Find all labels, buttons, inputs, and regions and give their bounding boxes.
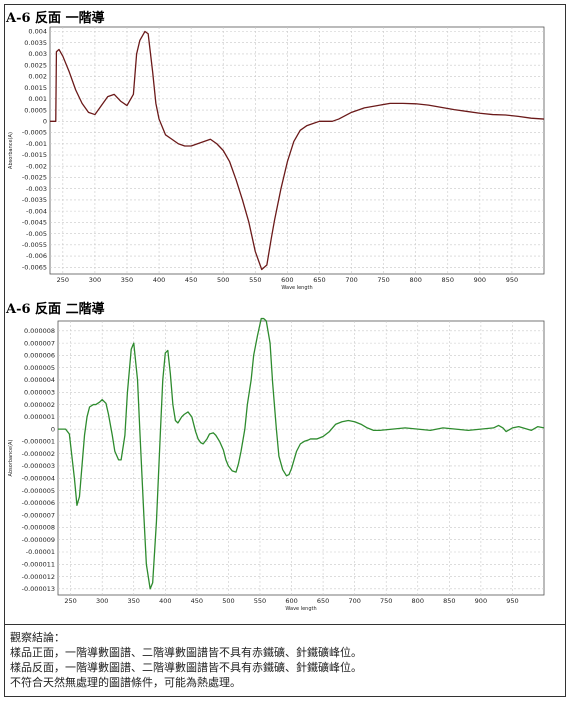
notes-line-back: 樣品反面，一階導數圖譜、二階導數圖譜皆不具有赤鐵礦、針鐵礦峰位。 xyxy=(10,661,362,674)
chart2-y-tick-label: 0.000003 xyxy=(24,388,55,396)
chart1-y-tick-label: 0.004 xyxy=(28,28,47,36)
chart2-y-tick-label: 0.000008 xyxy=(24,327,55,335)
chart2-y-tick-label: -0.00001 xyxy=(26,548,55,556)
chart2-x-tick-label: 600 xyxy=(285,597,297,605)
chart2-y-axis-label: Absorbance(A) xyxy=(8,440,14,477)
chart1-x-tick-label: 400 xyxy=(153,276,165,284)
chart1-y-tick-label: -0.004 xyxy=(26,207,47,215)
observation-notes: 觀察結論： 樣品正面，一階導數圖譜、二階導數圖譜皆不具有赤鐵礦、針鐵礦峰位。 樣… xyxy=(10,630,362,690)
second-derivative-chart: 250 300 350 400 450 500 550 600 650 700 750 800 850 9… xyxy=(8,317,545,612)
chart1-y-tick-label: 0 xyxy=(43,118,47,126)
chart2-x-tick-label: 650 xyxy=(317,597,329,605)
chart1-y-tick-label: 0.002 xyxy=(28,73,47,81)
chart2-y-tick-label: -0.000008 xyxy=(22,524,55,532)
chart1-y-tick-label: -0.0025 xyxy=(22,174,47,182)
chart1-x-tick-label: 450 xyxy=(185,276,197,284)
chart1-y-tick-label: -0.0045 xyxy=(22,219,47,227)
chart1-y-tick-label: 0.0035 xyxy=(24,39,47,47)
chart1-x-tick-label: 850 xyxy=(442,276,454,284)
chart2-y-tick-label: -0.000009 xyxy=(22,536,55,544)
chart2-y-tick-label: 0.000002 xyxy=(24,401,55,409)
chart1-x-tick-label: 650 xyxy=(313,276,325,284)
notes-heading: 觀察結論： xyxy=(10,631,65,644)
chart1-x-tick-label: 800 xyxy=(409,276,421,284)
chart2-y-tick-label: -0.000001 xyxy=(22,438,55,446)
chart1-y-tick-label: -0.0065 xyxy=(22,263,47,271)
chart1-x-tick-label: 550 xyxy=(249,276,261,284)
chart2-y-tick-label: 0.000006 xyxy=(24,352,55,360)
chart1-x-axis-label: Wave length xyxy=(281,285,312,291)
chart1-x-tick-label: 600 xyxy=(281,276,293,284)
chart1-x-tick-label: 500 xyxy=(217,276,229,284)
chart1-x-tick-label: 750 xyxy=(377,276,389,284)
chart2-x-tick-label: 700 xyxy=(348,597,360,605)
chart1-x-tick-label: 950 xyxy=(506,276,518,284)
chart1-y-tick-label: -0.005 xyxy=(26,230,47,238)
chart2-y-tick-label: -0.000006 xyxy=(22,499,55,507)
chart2-y-tick-label: -0.000012 xyxy=(22,573,55,581)
chart1-y-tick-label: -0.0055 xyxy=(22,241,47,249)
chart2-x-tick-label: 250 xyxy=(64,597,76,605)
chart1-y-axis-label: Absorbance(A) xyxy=(8,132,14,169)
chart1-y-tick-label: 0.001 xyxy=(28,95,47,103)
chart2-x-axis-label: Wave length xyxy=(285,606,316,612)
chart1-x-tick-label: 250 xyxy=(57,276,69,284)
chart2-x-tick-label: 450 xyxy=(191,597,203,605)
chart2-x-tick-label: 800 xyxy=(412,597,424,605)
chart1-y-tick-label: -0.002 xyxy=(26,162,47,170)
chart2-y-tick-label: 0.000007 xyxy=(24,339,55,347)
chart1-y-tick-label: -0.006 xyxy=(26,252,47,260)
chart2-x-tick-label: 750 xyxy=(380,597,392,605)
chart2-y-tick-label: -0.000002 xyxy=(22,450,55,458)
chart2-series-line xyxy=(58,317,545,590)
chart2-y-tick-label: 0.000001 xyxy=(24,413,55,421)
chart1-y-tick-label: -0.0035 xyxy=(22,196,47,204)
chart1-y-tick-label: 0.0015 xyxy=(24,84,47,92)
chart2-x-tick-label: 950 xyxy=(506,597,518,605)
chart1-y-tick-label: -0.0015 xyxy=(22,151,47,159)
chart2-plot-area xyxy=(57,320,545,596)
chart2-y-tick-label: -0.000011 xyxy=(22,560,55,568)
chart1-y-tick-label: -0.0005 xyxy=(22,129,47,137)
first-derivative-chart: 250 300 350 400 450 500 550 600 650 700 750 800 850 9… xyxy=(8,26,545,291)
notes-line-front: 樣品正面，一階導數圖譜、二階導數圖譜皆不具有赤鐵礦、針鐵礦峰位。 xyxy=(10,646,362,659)
chart2-x-tick-label: 550 xyxy=(254,597,266,605)
chart2-y-tick-label: -0.000007 xyxy=(22,511,55,519)
chart1-series-line xyxy=(50,30,545,271)
chart2-x-tick-label: 900 xyxy=(475,597,487,605)
chart1-y-tick-label: 0.0005 xyxy=(24,106,47,114)
chart1-y-tick-label: -0.001 xyxy=(26,140,47,148)
chart1-x-tick-label: 350 xyxy=(121,276,133,284)
chart2-y-tick-label: 0.000005 xyxy=(24,364,55,372)
chart1-y-tick-label: 0.0025 xyxy=(24,61,47,69)
chart2-x-tick-label: 400 xyxy=(159,597,171,605)
notes-divider xyxy=(4,624,566,625)
chart2-x-tick-label: 300 xyxy=(96,597,108,605)
chart1-x-tick-label: 700 xyxy=(345,276,357,284)
chart2-title: A-6 反面 二階導 xyxy=(6,302,105,317)
chart1-x-tick-label: 900 xyxy=(474,276,486,284)
chart2-y-tick-label: -0.000005 xyxy=(22,487,55,495)
chart2-x-tick-label: 500 xyxy=(222,597,234,605)
chart1-x-tick-label: 300 xyxy=(89,276,101,284)
chart1-plot-area xyxy=(49,26,545,275)
notes-conclusion: 不符合天然無處理的圖譜條件，可能為熱處理。 xyxy=(10,676,241,689)
chart2-y-tick-label: 0.000004 xyxy=(24,376,55,384)
chart2-y-tick-label: -0.000003 xyxy=(22,462,55,470)
chart2-x-tick-label: 850 xyxy=(443,597,455,605)
report-frame xyxy=(4,4,566,697)
chart1-y-tick-label: 0.003 xyxy=(28,50,47,58)
chart2-y-tick-label: -0.000013 xyxy=(22,585,55,593)
chart1-y-tick-label: -0.003 xyxy=(26,185,47,193)
chart2-y-tick-label: -0.000004 xyxy=(22,474,55,482)
chart1-title: A-6 反面 一階導 xyxy=(6,11,105,26)
chart2-y-tick-label: 0 xyxy=(51,425,55,433)
chart2-x-tick-label: 350 xyxy=(128,597,140,605)
